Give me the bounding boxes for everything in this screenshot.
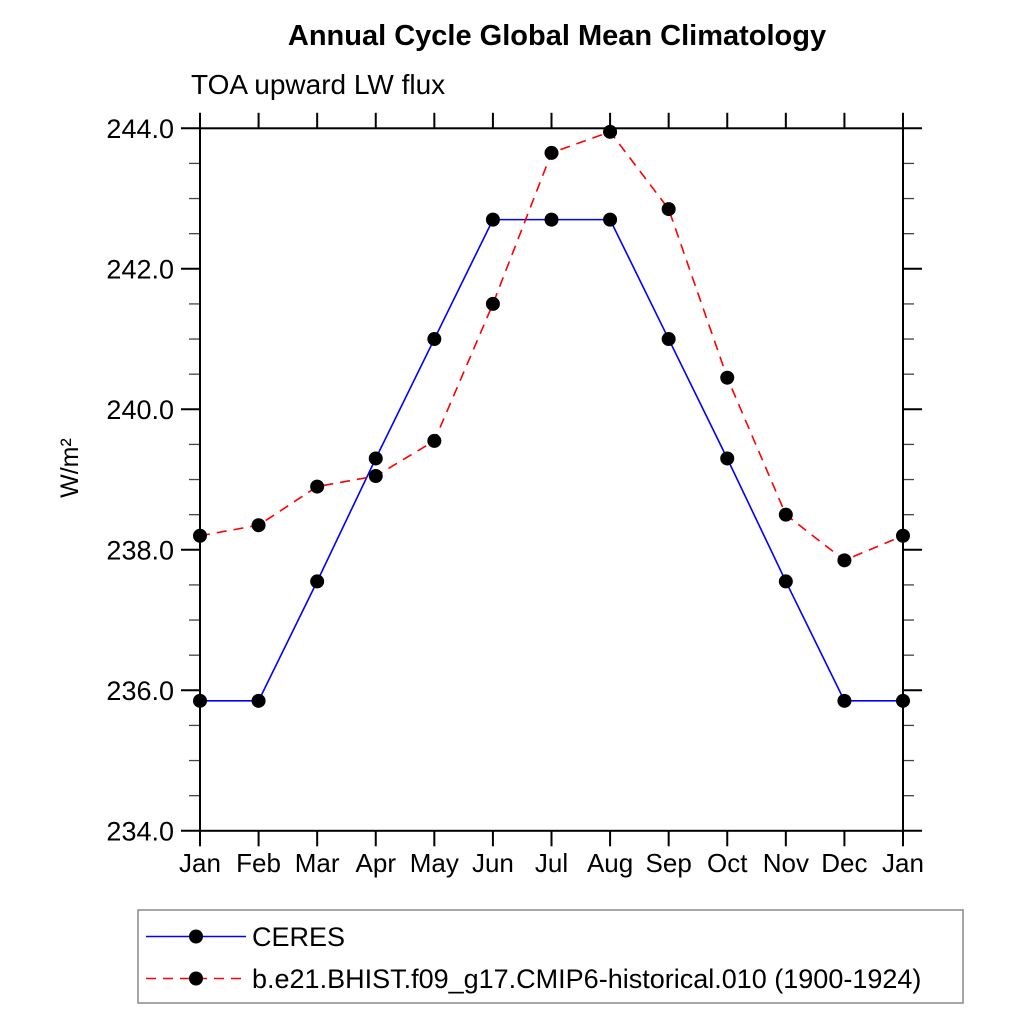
data-point-marker	[603, 212, 618, 227]
data-point-marker	[544, 212, 559, 227]
data-point-marker	[251, 518, 266, 533]
y-tick-label: 236.0	[106, 676, 174, 706]
data-point-marker	[251, 693, 266, 708]
data-point-marker	[896, 528, 910, 543]
legend: CERES b.e21.BHIST.f09_g17.CMIP6-historica…	[137, 909, 964, 1004]
y-tick-label: 240.0	[106, 395, 174, 425]
data-point-marker	[310, 479, 325, 494]
legend-marker	[189, 929, 203, 944]
x-tick-label: Jan	[882, 848, 924, 878]
axis-ticks: 234.0 236.0 238.0 240.0 242.0 244.0 Jan Feb Mar A…	[106, 112, 924, 878]
data-point-marker	[368, 451, 383, 466]
data-point-marker	[896, 693, 910, 708]
y-tick-label: 242.0	[106, 254, 174, 284]
series-line-1	[199, 130, 904, 562]
data-point-marker	[544, 145, 559, 160]
data-point-marker	[427, 332, 442, 347]
x-tick-label: Nov	[763, 848, 809, 878]
legend-box	[137, 909, 964, 1004]
data-point-marker	[661, 332, 676, 347]
data-series	[193, 124, 910, 708]
y-axis-label: W/m²	[56, 438, 84, 498]
x-tick-label: Sep	[646, 848, 692, 878]
y-tick-label: 244.0	[106, 114, 174, 144]
data-point-marker	[720, 451, 735, 466]
chart-subtitle: TOA upward LW flux	[191, 69, 445, 100]
data-point-marker	[661, 202, 676, 217]
data-point-marker	[193, 693, 207, 708]
x-tick-label: Dec	[821, 848, 867, 878]
data-point-marker	[193, 528, 207, 543]
x-tick-label: May	[410, 848, 459, 878]
data-point-marker	[778, 507, 793, 522]
legend-label: b.e21.BHIST.f09_g17.CMIP6-historical.010…	[252, 964, 921, 994]
data-point-marker	[837, 693, 852, 708]
series-line-0	[200, 218, 903, 702]
data-point-marker	[427, 433, 442, 448]
data-point-marker	[603, 124, 618, 139]
x-tick-label: Mar	[295, 848, 340, 878]
x-tick-label: Jul	[535, 848, 568, 878]
x-tick-label: Jun	[472, 848, 514, 878]
x-tick-label: Jan	[179, 848, 221, 878]
data-point-marker	[485, 296, 500, 311]
x-tick-label: Apr	[356, 848, 397, 878]
data-point-marker	[837, 553, 852, 568]
plot-frame	[199, 127, 904, 832]
data-point-marker	[310, 574, 325, 589]
y-tick-label: 234.0	[106, 816, 174, 846]
legend-label: CERES	[252, 922, 345, 952]
x-tick-label: Feb	[236, 848, 281, 878]
legend-marker	[189, 971, 203, 986]
data-point-marker	[368, 469, 383, 484]
y-tick-label: 238.0	[106, 535, 174, 565]
x-tick-label: Oct	[707, 848, 748, 878]
chart-title: Annual Cycle Global Mean Climatology	[288, 20, 826, 52]
data-point-marker	[485, 212, 500, 227]
x-tick-label: Aug	[587, 848, 633, 878]
data-point-marker	[720, 370, 735, 385]
data-point-marker	[778, 574, 793, 589]
